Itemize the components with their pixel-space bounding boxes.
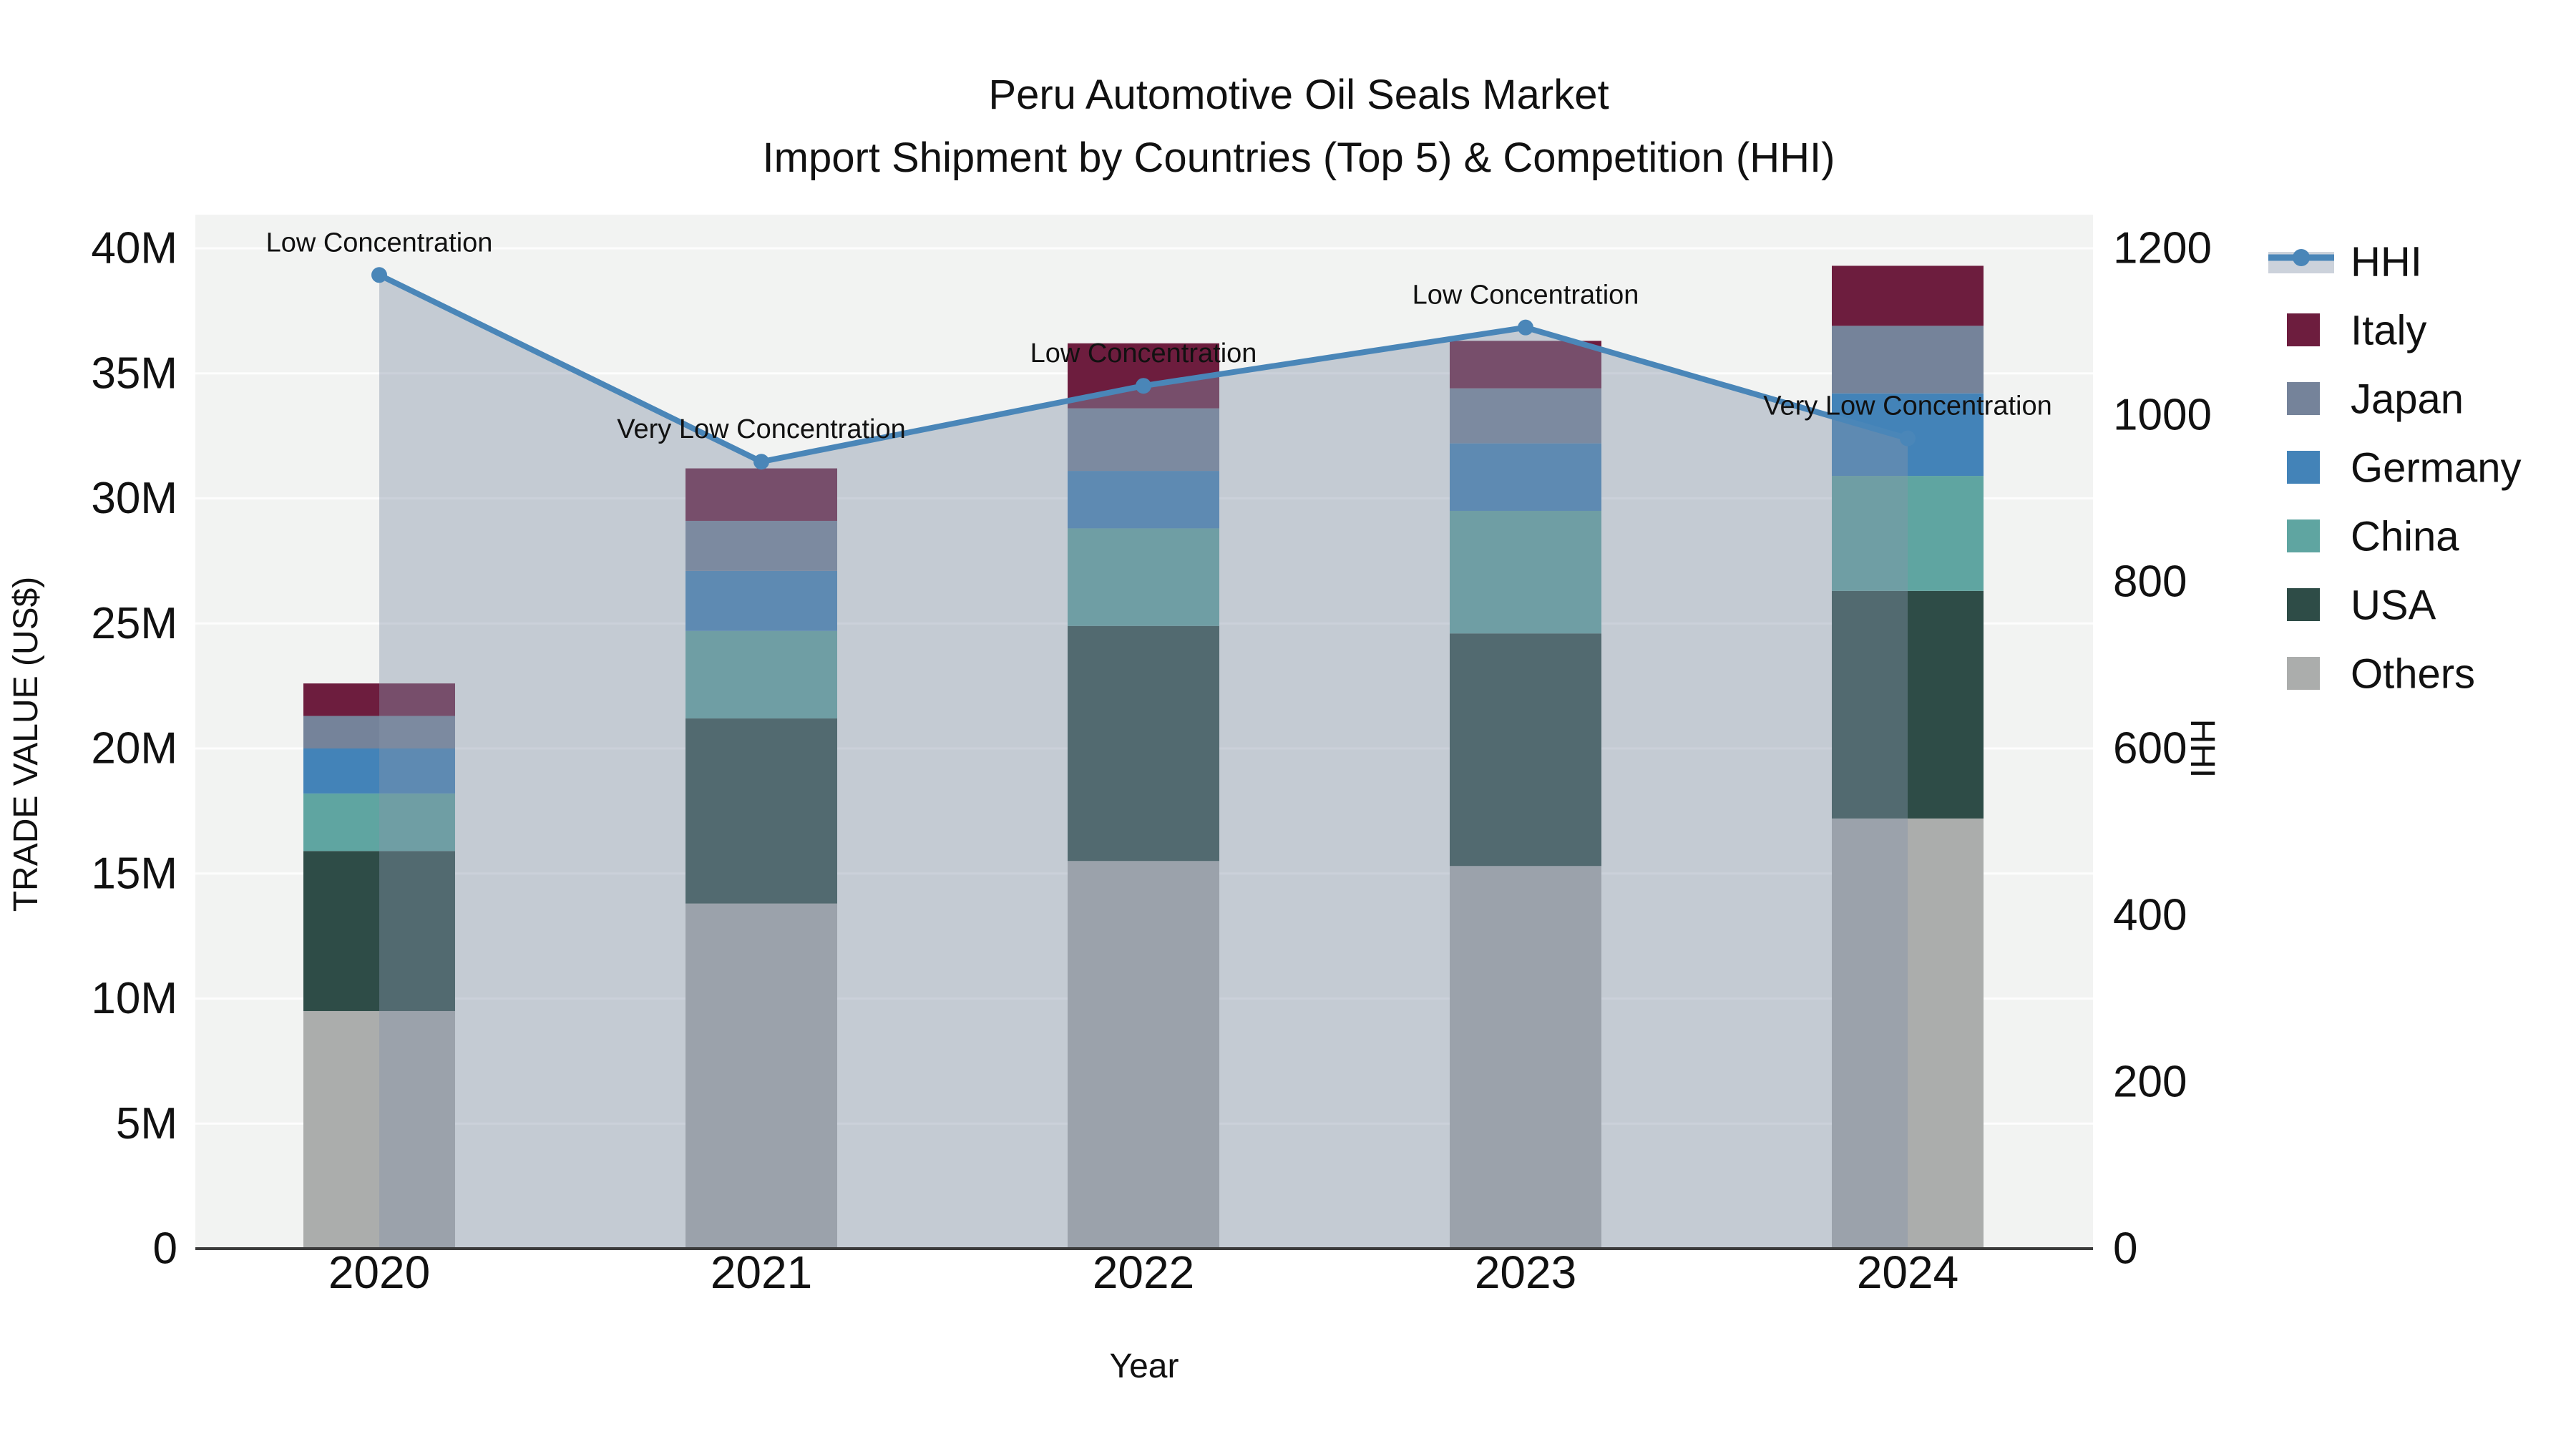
y-axis-title-right: HHI [2183, 719, 2221, 779]
legend-item-hhi[interactable]: HHI [2268, 239, 2422, 286]
bar-group-2022 [1068, 343, 1219, 1249]
legend-hhi-marker-icon [2293, 249, 2310, 266]
legend-swatch-italy [2287, 313, 2320, 346]
bar-segment-2023-others[interactable] [1450, 866, 1601, 1249]
bar-segment-2021-china[interactable] [686, 630, 837, 719]
ytick-left-30M: 30M [91, 474, 177, 523]
bar-segment-2024-japan[interactable] [1832, 326, 1984, 394]
xtick-2021: 2021 [711, 1246, 812, 1298]
hhi-point-2022[interactable] [1136, 378, 1151, 394]
bar-segment-2022-others[interactable] [1068, 861, 1219, 1249]
ytick-right-800: 800 [2113, 557, 2187, 607]
bar-segment-2022-japan[interactable] [1068, 408, 1219, 472]
bar-group-2020 [303, 683, 455, 1249]
chart-title: Peru Automotive Oil Seals Market [988, 72, 1609, 118]
bar-segment-2021-others[interactable] [686, 903, 837, 1249]
hhi-point-2021[interactable] [753, 454, 769, 470]
ytick-left-15M: 15M [91, 849, 177, 898]
annotation-2020: Low Concentration [266, 228, 493, 258]
bar-group-2024 [1832, 265, 1984, 1249]
x-axis-title: Year [1110, 1347, 1179, 1385]
bar-segment-2020-japan[interactable] [303, 716, 455, 748]
legend-label-italy: Italy [2351, 308, 2426, 354]
hhi-point-2024[interactable] [1900, 430, 1916, 447]
hhi-point-2020[interactable] [371, 267, 387, 283]
ytick-right-400: 400 [2113, 891, 2187, 940]
bar-segment-2022-usa[interactable] [1068, 625, 1219, 862]
legend-item-others[interactable]: Others [2287, 651, 2475, 698]
legend-swatch-japan [2287, 382, 2320, 415]
xtick-2022: 2022 [1093, 1246, 1194, 1298]
bar-segment-2023-japan[interactable] [1450, 388, 1601, 444]
annotation-2021: Very Low Concentration [617, 414, 905, 444]
bar-segment-2020-germany[interactable] [303, 748, 455, 794]
ytick-right-1200: 1200 [2113, 224, 2212, 273]
legend-item-china[interactable]: China [2287, 514, 2459, 560]
legend-item-usa[interactable]: USA [2287, 582, 2436, 629]
legend-label-japan: Japan [2351, 376, 2464, 423]
legend-label-germany: Germany [2351, 445, 2522, 492]
bar-segment-2023-germany[interactable] [1450, 443, 1601, 511]
bar-segment-2022-germany[interactable] [1068, 471, 1219, 529]
bar-segment-2023-italy[interactable] [1450, 341, 1601, 389]
legend-item-italy[interactable]: Italy [2287, 308, 2426, 354]
ytick-right-0: 0 [2113, 1224, 2137, 1274]
ytick-left-25M: 25M [91, 599, 177, 648]
bar-segment-2024-italy[interactable] [1832, 265, 1984, 326]
bar-segment-2024-others[interactable] [1832, 818, 1984, 1249]
legend-swatch-china [2287, 519, 2320, 552]
xtick-2023: 2023 [1475, 1246, 1576, 1298]
bar-segment-2020-others[interactable] [303, 1010, 455, 1249]
legend-item-japan[interactable]: Japan [2287, 376, 2464, 423]
ytick-right-200: 200 [2113, 1058, 2187, 1107]
legend-label-china: China [2351, 514, 2459, 560]
ytick-left-40M: 40M [91, 224, 177, 273]
bar-segment-2020-italy[interactable] [303, 683, 455, 716]
hhi-area-fill [379, 275, 1908, 1249]
bar-segment-2021-italy[interactable] [686, 468, 837, 521]
hhi-point-2023[interactable] [1518, 319, 1533, 336]
bar-segment-2022-china[interactable] [1068, 528, 1219, 626]
bar-group-2023 [1450, 341, 1601, 1249]
legend-item-germany[interactable]: Germany [2287, 445, 2522, 492]
xtick-2020: 2020 [328, 1246, 430, 1298]
bar-segment-2024-usa[interactable] [1832, 590, 1984, 819]
chart-subtitle: Import Shipment by Countries (Top 5) & C… [763, 135, 1835, 181]
legend-swatch-germany [2287, 451, 2320, 484]
ytick-left-10M: 10M [91, 974, 177, 1023]
bar-segment-2021-usa[interactable] [686, 718, 837, 904]
legend-swatch-others [2287, 657, 2320, 690]
ytick-left-20M: 20M [91, 724, 177, 774]
bar-segment-2020-usa[interactable] [303, 851, 455, 1011]
bar-group-2021 [686, 468, 837, 1249]
legend: HHI Italy Japan Germany China USA Others [2268, 239, 2522, 698]
annotation-2022: Low Concentration [1030, 338, 1257, 369]
bar-segment-2023-china[interactable] [1450, 510, 1601, 634]
chart-root: Low Concentration Very Low Concentration L… [7, 215, 2522, 1385]
annotation-2023: Low Concentration [1413, 280, 1639, 311]
legend-label-usa: USA [2351, 582, 2436, 629]
ytick-left-5M: 5M [116, 1099, 177, 1148]
y-axis-title-left: TRADE VALUE (US$) [7, 577, 45, 912]
ytick-left-0: 0 [153, 1224, 177, 1274]
bar-segment-2021-germany[interactable] [686, 570, 837, 631]
legend-label-others: Others [2351, 651, 2475, 698]
bar-segment-2024-china[interactable] [1832, 476, 1984, 591]
legend-label-hhi: HHI [2351, 239, 2422, 286]
annotation-2024: Very Low Concentration [1763, 391, 2051, 421]
bar-segment-2021-japan[interactable] [686, 520, 837, 571]
ytick-left-35M: 35M [91, 348, 177, 398]
bar-segment-2020-china[interactable] [303, 793, 455, 852]
ytick-right-1000: 1000 [2113, 391, 2212, 440]
legend-swatch-usa [2287, 588, 2320, 621]
bar-segment-2023-usa[interactable] [1450, 633, 1601, 867]
xtick-2024: 2024 [1857, 1246, 1958, 1298]
ytick-right-600: 600 [2113, 724, 2187, 774]
